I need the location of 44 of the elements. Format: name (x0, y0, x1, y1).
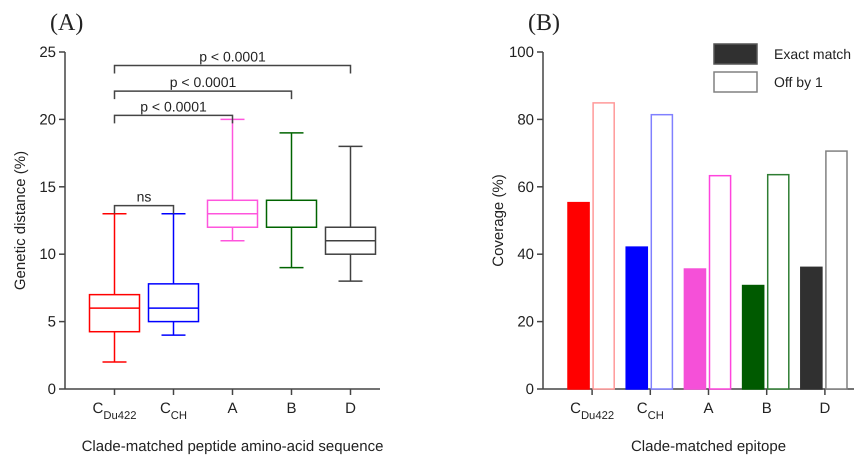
x-tick-label: C$_{Du422}$ (570, 400, 614, 422)
y-tick-label: 25 (39, 44, 56, 61)
bar (742, 284, 764, 390)
y-tick-label: 80 (517, 111, 534, 128)
bar (592, 102, 615, 390)
x-axis-title: Clade-matched peptide amino-acid sequence (82, 438, 384, 455)
chart-title: (A) (50, 10, 84, 36)
x-tick-label: D (819, 400, 830, 417)
x-tick-label: C$_{CH}$ (160, 400, 188, 422)
y-axis-title: Genetic distance (%) (12, 150, 29, 290)
y-tick-label: 100 (508, 44, 534, 61)
x-tick-label: D (345, 400, 356, 417)
annotation: ns (136, 188, 152, 205)
x-tick-label: C$_{Du422}$ (92, 400, 136, 422)
x-axis-title: Clade-matched epitope (630, 438, 786, 455)
y-tick-label: 0 (48, 381, 56, 398)
y-tick-label: 20 (517, 314, 534, 331)
y-tick-label: 5 (48, 314, 56, 331)
x-tick-label: C$_{CH}$ (636, 400, 664, 422)
legend-label: Exact match (774, 46, 852, 62)
y-tick-label: 0 (526, 381, 534, 398)
bar (825, 150, 848, 390)
bar (766, 174, 790, 390)
bar (708, 174, 732, 390)
bar (650, 114, 674, 390)
y-tick-label: 10 (39, 246, 56, 264)
y-tick-label: 60 (517, 178, 534, 196)
bar (625, 246, 648, 390)
x-tick-label: A (227, 400, 238, 417)
bar (684, 268, 706, 390)
x-tick-label: B (286, 400, 297, 417)
y-tick-label: 20 (39, 111, 56, 128)
bar (567, 202, 590, 390)
annotation: p < 0.0001 (170, 74, 236, 90)
chart-title: (B) (528, 10, 560, 36)
annotation: p < 0.0001 (140, 98, 207, 114)
y-tick-label: 40 (517, 246, 534, 264)
legend-label: Off by 1 (774, 74, 823, 90)
bar (800, 266, 823, 390)
y-tick-label: 15 (39, 178, 56, 196)
x-tick-label: A (703, 400, 714, 417)
x-tick-label: B (762, 400, 772, 417)
y-axis-title: Coverage (%) (490, 174, 507, 267)
annotation: p < 0.0001 (199, 48, 266, 64)
